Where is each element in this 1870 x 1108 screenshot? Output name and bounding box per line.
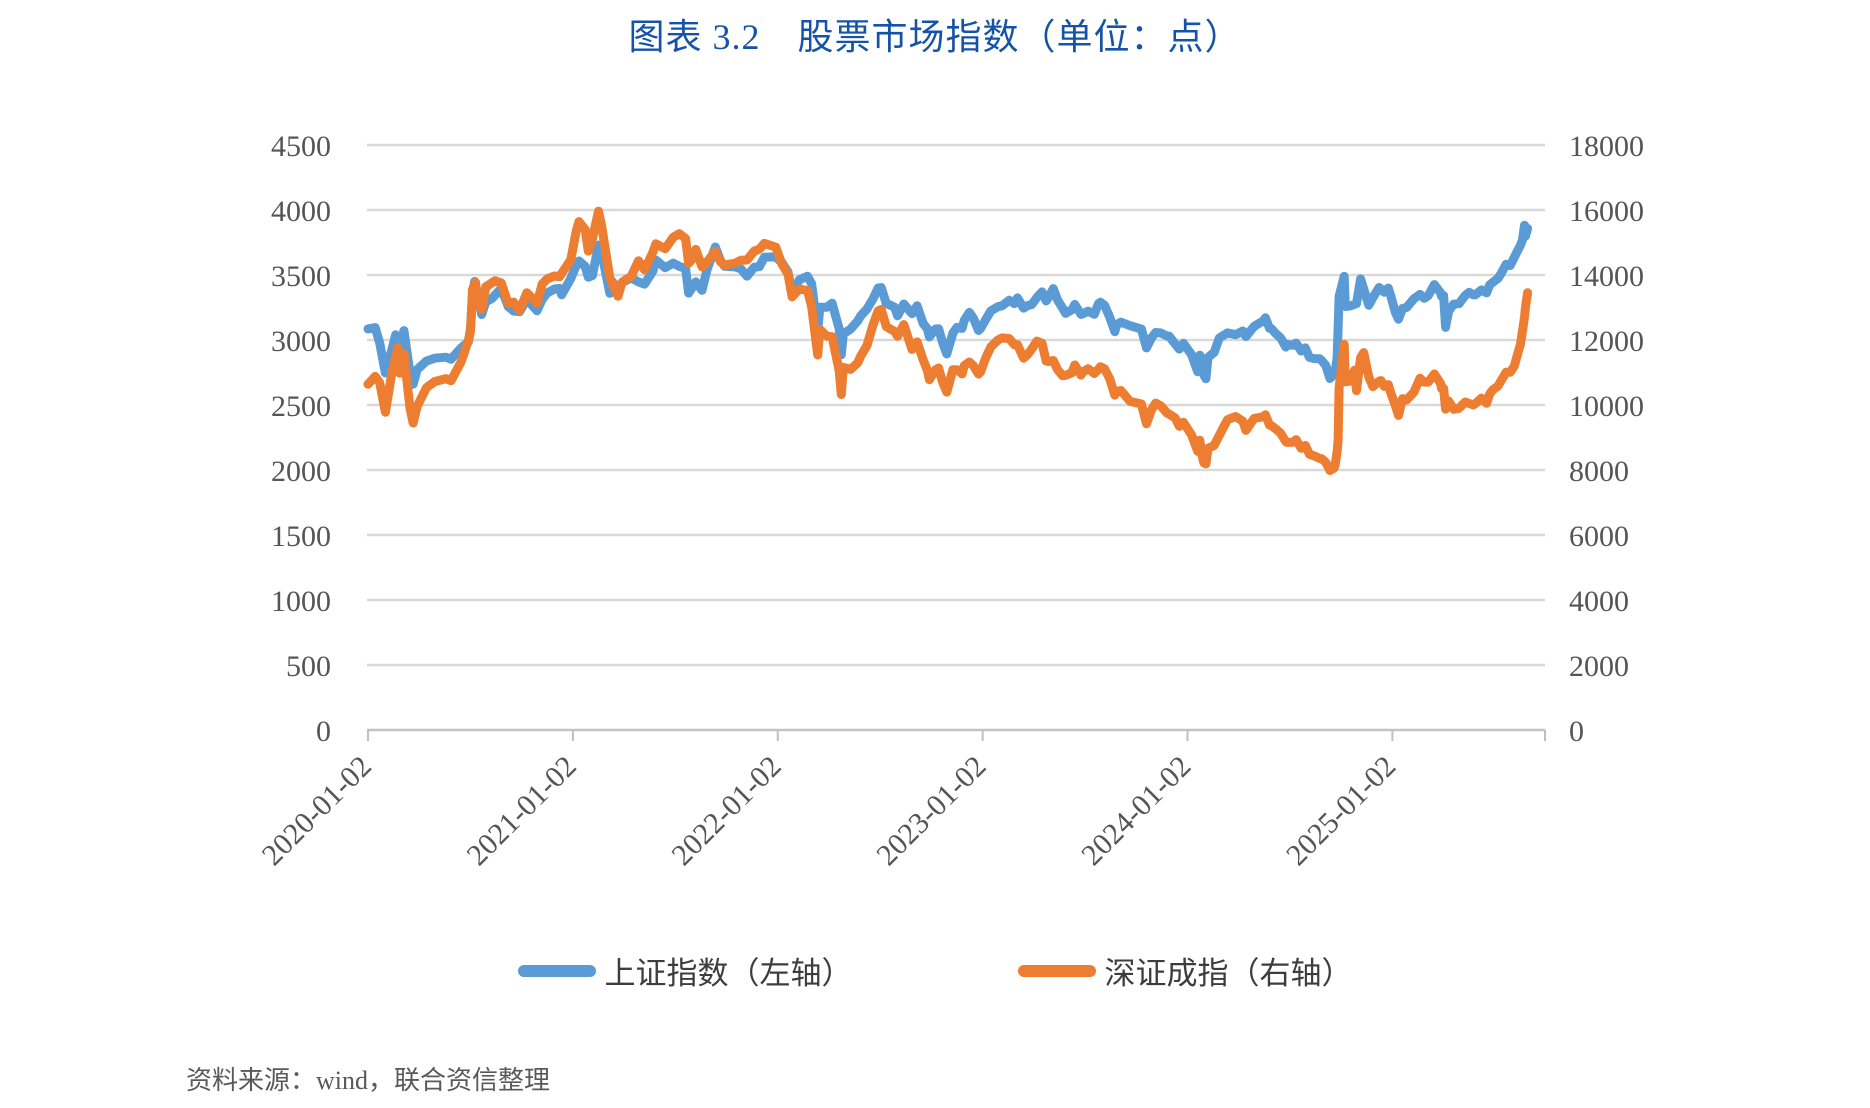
right-axis-tick-label: 12000 — [1569, 325, 1644, 358]
x-axis-tick-label: 2024-01-02 — [1075, 750, 1197, 872]
series-line-shenzhen-index — [363, 206, 1533, 475]
chart-title: 图表 3.2 股票市场指数（单位：点） — [628, 17, 1242, 57]
right-axis-tick-label: 14000 — [1569, 260, 1644, 293]
right-axis-tick-label: 2000 — [1569, 650, 1629, 683]
shanghai-index-line-swatch — [517, 964, 596, 977]
left-axis-tick-label: 1000 — [271, 585, 331, 618]
left-axis-tick-label: 1500 — [271, 520, 331, 553]
left-axis-tick-label: 4000 — [271, 195, 331, 228]
left-axis-tick-label: 500 — [286, 650, 331, 683]
x-axis-tick-label: 2021-01-02 — [461, 750, 583, 872]
legend-label-shenzhen-index: 深证成指（右轴） — [1104, 956, 1353, 991]
legend-item-shanghai-index: 上证指数（左轴） — [517, 948, 853, 993]
legend-item-shenzhen-index: 深证成指（右轴） — [1017, 948, 1353, 993]
right-axis-tick-label: 18000 — [1569, 130, 1644, 163]
right-axis-tick-label: 10000 — [1569, 390, 1644, 423]
right-axis-tick-label: 16000 — [1569, 195, 1644, 228]
right-axis-tick-label: 8000 — [1569, 455, 1629, 488]
x-axis-tick-label: 2023-01-02 — [870, 750, 992, 872]
shenzhen-index-line-swatch — [1017, 964, 1096, 977]
left-axis-tick-label: 0 — [316, 715, 331, 748]
source-note: 资料来源：wind，联合资信整理 — [186, 1066, 551, 1095]
right-axis-tick-label: 4000 — [1569, 585, 1629, 618]
right-axis-tick-label: 0 — [1569, 715, 1584, 748]
left-axis-tick-label: 2500 — [271, 390, 331, 423]
chart-legend: 上证指数（左轴） 深证成指（右轴） — [0, 948, 1870, 993]
legend-label-shanghai-index: 上证指数（左轴） — [604, 956, 853, 991]
left-axis-tick-label: 3500 — [271, 260, 331, 293]
left-axis-tick-label: 3000 — [271, 325, 331, 358]
series-line-shanghai-index — [363, 220, 1533, 389]
left-axis-tick-label: 2000 — [271, 455, 331, 488]
left-axis-tick-label: 4500 — [271, 130, 331, 163]
x-axis-tick-label: 2020-01-02 — [256, 750, 378, 872]
x-axis-tick-label: 2025-01-02 — [1280, 750, 1402, 872]
right-axis-tick-label: 6000 — [1569, 520, 1629, 553]
x-axis-tick-label: 2022-01-02 — [665, 750, 787, 872]
